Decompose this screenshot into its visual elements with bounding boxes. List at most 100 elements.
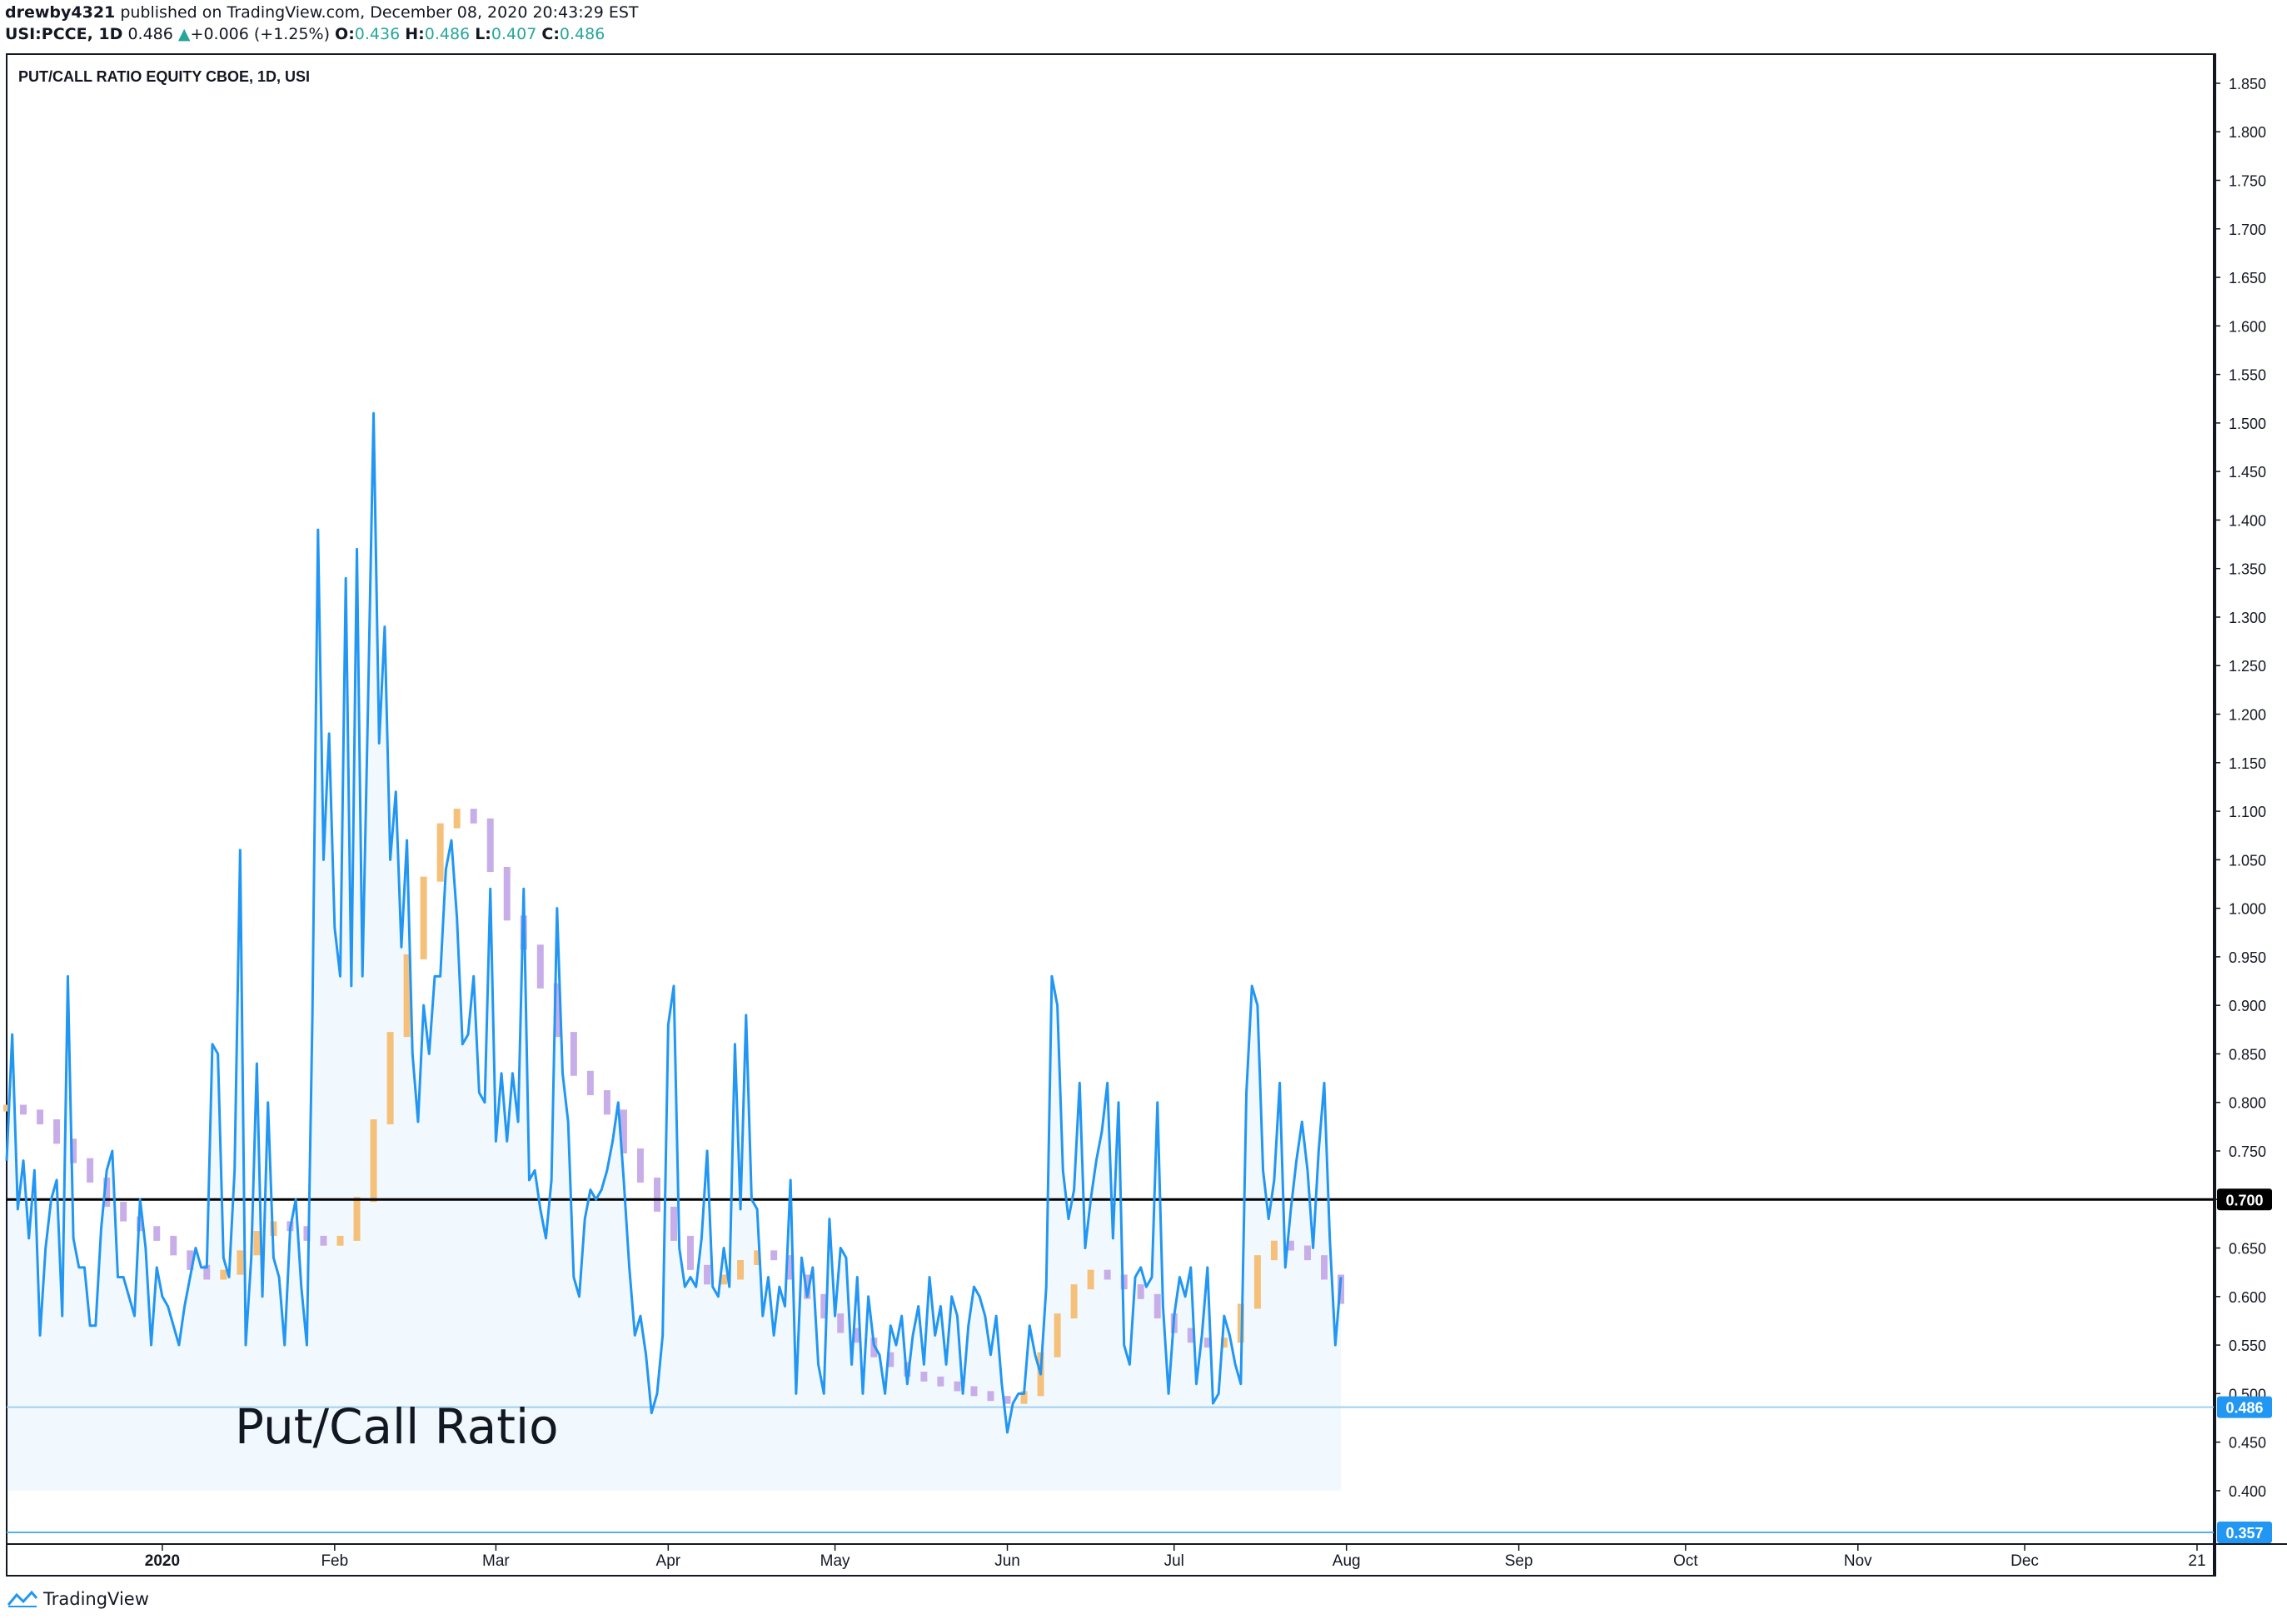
series-area-fill <box>7 413 1342 1491</box>
open-label: O: <box>335 25 355 43</box>
moving-average-bar <box>1054 1313 1061 1357</box>
moving-average-bar <box>720 1274 728 1285</box>
moving-average-bar <box>420 876 427 959</box>
moving-average-bar <box>386 1032 394 1125</box>
moving-average-bar <box>954 1381 961 1392</box>
moving-average-bar <box>3 1104 10 1112</box>
moving-average-bar <box>1153 1293 1161 1319</box>
price-badge-label: 0.486 <box>2225 1400 2263 1417</box>
moving-average-bar <box>636 1148 644 1183</box>
moving-average-bar <box>1253 1255 1261 1309</box>
moving-average-bar <box>837 1313 845 1333</box>
moving-average-bar <box>1220 1338 1228 1348</box>
moving-average-bar <box>153 1226 161 1241</box>
moving-average-bar <box>203 1264 211 1280</box>
moving-average-bar <box>670 1206 678 1241</box>
moving-average-bar <box>553 983 561 1038</box>
y-tick-label: 1.700 <box>2229 222 2266 238</box>
moving-average-bar <box>1004 1396 1011 1404</box>
moving-average-bar <box>220 1269 227 1280</box>
x-tick-label: Oct <box>1673 1552 1698 1570</box>
last-price: 0.486 <box>127 25 173 43</box>
price-badge <box>2217 1522 2272 1544</box>
moving-average-bar <box>1203 1338 1211 1348</box>
price-badge-label: 0.700 <box>2225 1192 2263 1208</box>
tradingview-footer[interactable]: TradingView <box>7 1589 149 1609</box>
moving-average-bar <box>1087 1269 1094 1290</box>
moving-average-bar <box>603 1090 610 1115</box>
x-tick-label: Jul <box>1164 1552 1184 1570</box>
tradingview-brand: TradingView <box>43 1589 149 1609</box>
moving-average-bar <box>704 1264 711 1285</box>
high-value: 0.486 <box>424 25 471 43</box>
y-tick-label: 1.550 <box>2229 367 2266 384</box>
low-value: 0.407 <box>491 25 537 43</box>
y-tick-label: 1.400 <box>2229 512 2266 529</box>
moving-average-bar <box>854 1328 861 1343</box>
publisher-username[interactable]: drewby4321 <box>5 3 116 22</box>
moving-average-bar <box>536 944 544 989</box>
moving-average-bar <box>170 1235 177 1256</box>
moving-average-bar <box>770 1250 778 1261</box>
up-arrow-icon: ▲ <box>177 25 191 43</box>
moving-average-bar <box>453 809 461 829</box>
x-tick-label: Aug <box>1333 1552 1361 1570</box>
moving-average-bar <box>20 1104 27 1115</box>
moving-average-bar <box>970 1386 978 1397</box>
x-tick-label: May <box>820 1552 850 1570</box>
y-tick-label: 0.450 <box>2229 1435 2266 1452</box>
moving-average-bar <box>1070 1284 1078 1319</box>
moving-average-bar <box>87 1158 94 1183</box>
moving-average-bar <box>920 1372 928 1382</box>
moving-average-bar <box>1137 1284 1144 1299</box>
moving-average-bar <box>320 1235 327 1246</box>
symbol-legend: USI:PCCE, 1D 0.486 ▲+0.006 (+1.25%) O:0.… <box>5 25 605 43</box>
close-label: C: <box>541 25 560 43</box>
moving-average-bar <box>403 954 411 1038</box>
moving-average-bar <box>436 823 444 882</box>
y-tick-label: 0.400 <box>2229 1483 2266 1500</box>
moving-average-bar <box>370 1119 377 1203</box>
moving-average-bar <box>237 1250 244 1275</box>
moving-average-bar <box>303 1226 311 1241</box>
moving-average-bar <box>1303 1245 1311 1261</box>
y-tick-label: 0.750 <box>2229 1143 2266 1160</box>
moving-average-bar <box>687 1235 695 1270</box>
moving-average-bar <box>737 1260 745 1280</box>
moving-average-bar <box>486 818 494 872</box>
moving-average-bar <box>336 1235 344 1246</box>
y-tick-label: 1.300 <box>2229 610 2266 626</box>
chart-title: PUT/CALL RATIO EQUITY CBOE, 1D, USI <box>18 68 310 85</box>
moving-average-bar <box>1287 1240 1294 1251</box>
moving-average-bar <box>1187 1328 1194 1343</box>
x-tick-label: Jun <box>994 1552 1020 1570</box>
y-tick-label: 1.150 <box>2229 755 2266 772</box>
x-tick-label: Apr <box>656 1552 681 1570</box>
moving-average-bar <box>937 1376 944 1387</box>
y-tick-label: 0.950 <box>2229 949 2266 966</box>
moving-average-bar <box>887 1352 894 1367</box>
symbol-name: USI:PCCE, 1D <box>5 25 123 43</box>
moving-average-bar <box>37 1109 44 1125</box>
moving-average-bar <box>1270 1240 1278 1261</box>
x-tick-label: Feb <box>321 1552 348 1570</box>
moving-average-bar <box>470 809 477 824</box>
moving-average-bar <box>754 1250 761 1266</box>
moving-average-bar <box>503 866 511 921</box>
y-tick-label: 0.800 <box>2229 1095 2266 1112</box>
moving-average-bar <box>1104 1269 1111 1280</box>
x-tick-label: 2020 <box>145 1552 180 1570</box>
moving-average-bar <box>187 1250 194 1270</box>
high-label: H: <box>405 25 425 43</box>
moving-average-bar <box>120 1202 127 1222</box>
moving-average-bar <box>1120 1274 1128 1290</box>
moving-average-bar <box>653 1177 660 1212</box>
moving-average-bar <box>1320 1255 1328 1280</box>
y-tick-label: 0.550 <box>2229 1338 2266 1354</box>
moving-average-bar <box>253 1231 261 1256</box>
price-badge <box>2217 1396 2272 1418</box>
y-tick-label: 1.200 <box>2229 707 2266 724</box>
moving-average-bar <box>804 1274 811 1299</box>
y-tick-label: 0.850 <box>2229 1046 2266 1063</box>
